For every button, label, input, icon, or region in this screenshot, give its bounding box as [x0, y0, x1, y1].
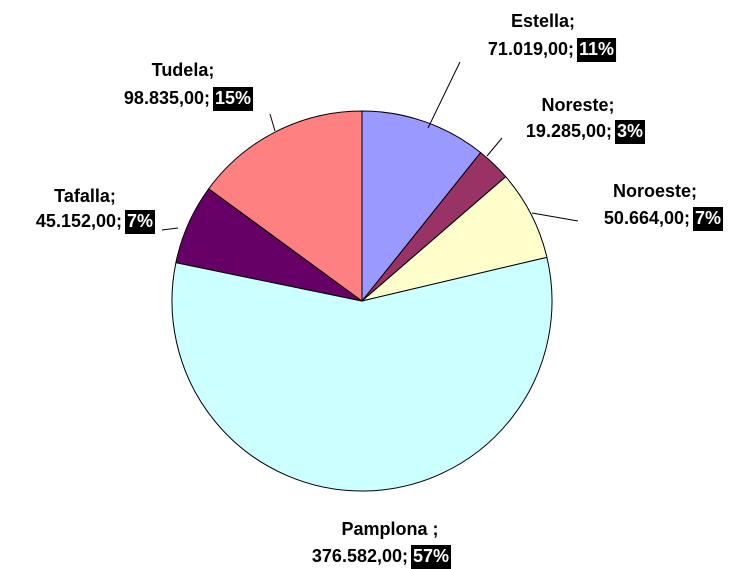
category-label: Tudela;: [152, 60, 215, 80]
category-label: Pamplona ;: [341, 519, 438, 539]
value-label: 376.582,00;: [312, 546, 408, 566]
category-label: Tafalla;: [54, 186, 116, 206]
percent-box: [615, 120, 646, 144]
percent-box: [213, 87, 254, 111]
percent-label: 15%: [215, 88, 251, 108]
pie-slice: [361, 110, 482, 303]
value-label: 50.664,00;: [604, 208, 690, 228]
percent-label: 7%: [127, 211, 153, 231]
percent-label: 57%: [413, 546, 449, 566]
percent-box: [411, 545, 452, 569]
category-label: Noreste;: [541, 95, 614, 115]
percent-box: [693, 207, 724, 231]
category-label: Noroeste;: [613, 181, 697, 201]
pie-slice: [171, 256, 553, 492]
leader-line: [269, 113, 276, 132]
value-label: 98.835,00;: [124, 88, 210, 108]
leader-line: [486, 137, 503, 157]
value-label: 19.285,00;: [526, 121, 612, 141]
percent-box: [125, 210, 156, 234]
category-label: Estella;: [511, 11, 575, 31]
pie-slice: [208, 110, 363, 302]
value-label: 71.019,00;: [488, 39, 574, 59]
percent-label: 3%: [617, 121, 643, 141]
leader-line: [427, 61, 461, 129]
value-label: 45.152,00;: [36, 211, 122, 231]
leader-line: [531, 212, 579, 222]
percent-label: 7%: [695, 208, 721, 228]
leader-line: [161, 227, 179, 231]
percent-label: 11%: [579, 39, 614, 59]
percent-box: [577, 38, 617, 62]
